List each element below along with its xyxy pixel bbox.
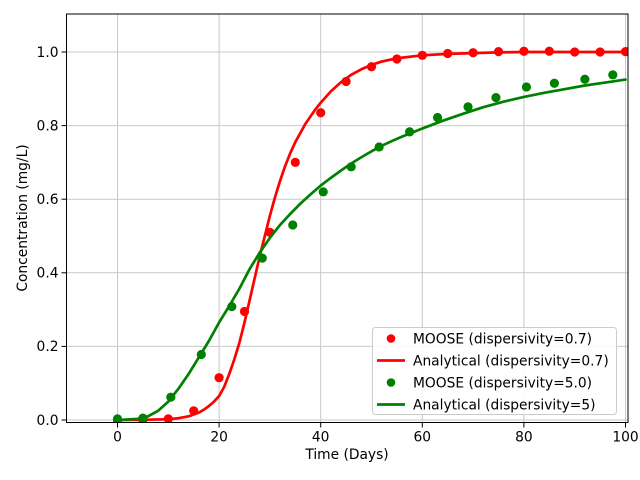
data-point-moose-dispersivity-0.7 [214, 373, 224, 383]
data-point-moose-dispersivity-5.0 [580, 74, 590, 84]
y-tick-label: 0.6 [37, 192, 59, 208]
curve-analytical-dispersivity-0.7 [116, 50, 627, 422]
y-tick-label: 0.4 [37, 266, 59, 282]
legend-item-moose-dispersivity-0.7: MOOSE (dispersivity=0.7) [386, 331, 592, 347]
legend-label: Analytical (dispersivity=5) [413, 397, 596, 413]
data-point-moose-dispersivity-5.0 [318, 187, 328, 197]
plot-frame [66, 13, 629, 423]
data-point-moose-dispersivity-5.0 [608, 70, 618, 80]
data-point-moose-dispersivity-5.0 [521, 82, 532, 92]
tick-layer: 0 20 40 60 80 100 0.0 0.2 0.4 0.6 0.8 1.0 [37, 45, 639, 446]
data-point-moose-dispersivity-5.0 [288, 220, 298, 230]
x-tick-label: 40 [312, 430, 330, 446]
y-tick-label: 0.2 [37, 339, 59, 355]
x-tick-label: 20 [210, 430, 228, 446]
legend-label: MOOSE (dispersivity=0.7) [413, 331, 592, 347]
curve-analytical-dispersivity-5 [116, 78, 627, 422]
x-tick-label: 60 [414, 430, 432, 446]
legend-box [372, 327, 617, 415]
data-point-moose-dispersivity-5.0 [491, 93, 501, 103]
x-tick-label: 0 [113, 430, 122, 446]
legend: MOOSE (dispersivity=0.7) Analytical (disp… [372, 327, 617, 415]
y-tick-label: 0.8 [37, 118, 59, 134]
legend-item-moose-dispersivity-5.0: MOOSE (dispersivity=5.0) [386, 375, 592, 391]
x-tick-label: 100 [612, 430, 638, 446]
data-point-moose-dispersivity-5.0 [257, 253, 267, 263]
legend-label: MOOSE (dispersivity=5.0) [413, 375, 592, 391]
data-point-moose-dispersivity-5.0 [463, 102, 473, 112]
data-point-moose-dispersivity-5.0 [549, 78, 559, 88]
x-tick-label: 80 [515, 430, 533, 446]
legend-marker-swatch [386, 334, 396, 343]
data-point-moose-dispersivity-5.0 [432, 112, 443, 123]
legend-item-analytical-dispersivity-0.7: Analytical (dispersivity=0.7) [377, 353, 609, 369]
legend-marker-swatch [386, 378, 396, 387]
data-point-moose-dispersivity-0.7 [290, 157, 300, 167]
y-tick-label: 0.0 [37, 413, 59, 429]
y-axis-label: Concentration (mg/L) [15, 144, 31, 291]
legend-item-analytical-dispersivity-5: Analytical (dispersivity=5) [377, 397, 596, 413]
legend-label: Analytical (dispersivity=0.7) [413, 353, 609, 369]
data-point-moose-dispersivity-0.7 [316, 108, 326, 118]
series-layer [112, 46, 628, 423]
y-tick-label: 1.0 [37, 45, 59, 61]
x-axis-label: Time (Days) [304, 447, 388, 463]
